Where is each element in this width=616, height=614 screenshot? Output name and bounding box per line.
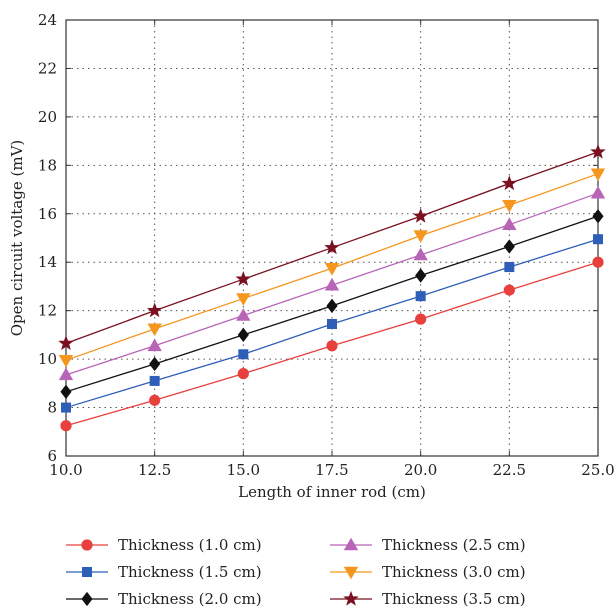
legend-item: Thickness (1.0 cm): [66, 536, 262, 554]
legend-item: Thickness (2.0 cm): [66, 590, 262, 608]
data-point-star: [590, 143, 606, 159]
x-tick-label: 25.0: [581, 461, 614, 479]
x-tick-label: 10.0: [49, 461, 82, 479]
data-point-star: [412, 208, 429, 223]
data-point-square: [415, 291, 426, 302]
data-point-diamond: [503, 239, 515, 254]
data-point-circle: [326, 340, 338, 352]
data-point-triangle-up: [147, 338, 162, 352]
data-point-star: [501, 175, 518, 191]
legend-label: Thickness (1.0 cm): [118, 536, 262, 554]
data-point-diamond: [237, 327, 249, 343]
legend-label: Thickness (2.5 cm): [382, 536, 526, 554]
grid: [66, 20, 598, 456]
x-tick-label: 20.0: [404, 461, 437, 479]
y-tick-label: 8: [47, 399, 57, 417]
data-point-triangle-up: [236, 308, 251, 321]
legend-item: Thickness (3.0 cm): [330, 563, 526, 581]
y-tick-label: 12: [38, 302, 57, 320]
data-point-square: [61, 402, 72, 413]
x-axis-label: Length of inner rod (cm): [238, 483, 426, 501]
legend-item: Thickness (3.5 cm): [330, 590, 526, 608]
data-point-star: [324, 239, 340, 255]
x-tick-label: 17.5: [315, 461, 348, 479]
data-point-diamond: [415, 268, 427, 283]
legend-item: Thickness (1.5 cm): [66, 563, 262, 581]
y-tick-label: 20: [38, 108, 57, 126]
data-point-diamond: [81, 591, 93, 607]
data-point-triangle-up: [324, 277, 340, 291]
data-point-triangle-up: [343, 537, 359, 551]
data-point-diamond: [592, 209, 604, 224]
data-point-triangle-down: [147, 323, 162, 337]
legend-label: Thickness (1.5 cm): [118, 563, 262, 581]
data-point-triangle-down: [343, 566, 359, 580]
data-point-diamond: [149, 356, 161, 372]
legend-item: Thickness (2.5 cm): [330, 536, 526, 554]
data-point-circle: [149, 394, 161, 406]
legend-label: Thickness (3.5 cm): [382, 590, 526, 608]
data-point-star: [343, 590, 359, 606]
data-point-triangle-up: [590, 185, 606, 199]
y-tick-label: 14: [38, 253, 57, 271]
data-point-triangle-down: [590, 168, 606, 182]
data-point-square: [149, 375, 160, 386]
data-point-circle: [503, 284, 515, 296]
data-point-square: [326, 318, 337, 329]
data-point-circle: [592, 256, 604, 268]
y-tick-label: 22: [38, 59, 57, 77]
y-tick-label: 24: [38, 11, 57, 29]
data-point-circle: [415, 313, 427, 325]
data-point-circle: [237, 368, 249, 380]
data-point-triangle-down: [236, 293, 251, 306]
y-tick-label: 16: [38, 205, 57, 223]
data-point-circle: [81, 539, 93, 551]
series-6: [58, 143, 606, 350]
data-point-triangle-down: [502, 200, 517, 213]
series-3: [60, 209, 604, 399]
y-tick-label: 18: [38, 156, 57, 174]
legend-label: Thickness (3.0 cm): [382, 563, 526, 581]
axis-ticks: 10.0 12.5 15.0 17.5 20.0 22.5 25.0 6 8 10 12 14 16 18…: [38, 11, 615, 479]
y-axis-label: Open circuit voltage (mV): [8, 140, 26, 337]
data-point-triangle-up: [58, 367, 74, 381]
data-point-star: [58, 335, 74, 350]
data-point-star: [146, 302, 163, 318]
data-point-triangle-up: [413, 247, 428, 261]
data-point-square: [82, 567, 93, 578]
series-2: [61, 234, 604, 413]
data-point-star: [235, 271, 252, 286]
series-4: [58, 185, 606, 381]
data-point-diamond: [326, 298, 338, 313]
y-tick-label: 6: [47, 447, 57, 465]
x-tick-label: 22.5: [493, 461, 526, 479]
data-point-square: [504, 262, 515, 273]
x-tick-label: 15.0: [227, 461, 260, 479]
data-point-circle: [60, 420, 72, 432]
y-tick-label: 10: [38, 350, 57, 368]
series-1: [60, 256, 604, 432]
x-tick-label: 12.5: [138, 461, 171, 479]
data-point-square: [238, 349, 249, 360]
plot-frame: [65, 19, 599, 457]
data-point-triangle-down: [413, 230, 428, 243]
data-point-square: [593, 234, 604, 245]
legend-label: Thickness (2.0 cm): [118, 590, 262, 608]
data-point-triangle-down: [324, 263, 340, 276]
legend: Thickness (1.0 cm) Thickness (1.5 cm) Thic…: [66, 536, 526, 608]
data-point-triangle-up: [502, 217, 517, 230]
data-point-triangle-down: [58, 355, 74, 368]
series-5: [58, 168, 606, 368]
series-group: [58, 143, 606, 432]
data-point-diamond: [60, 384, 72, 399]
